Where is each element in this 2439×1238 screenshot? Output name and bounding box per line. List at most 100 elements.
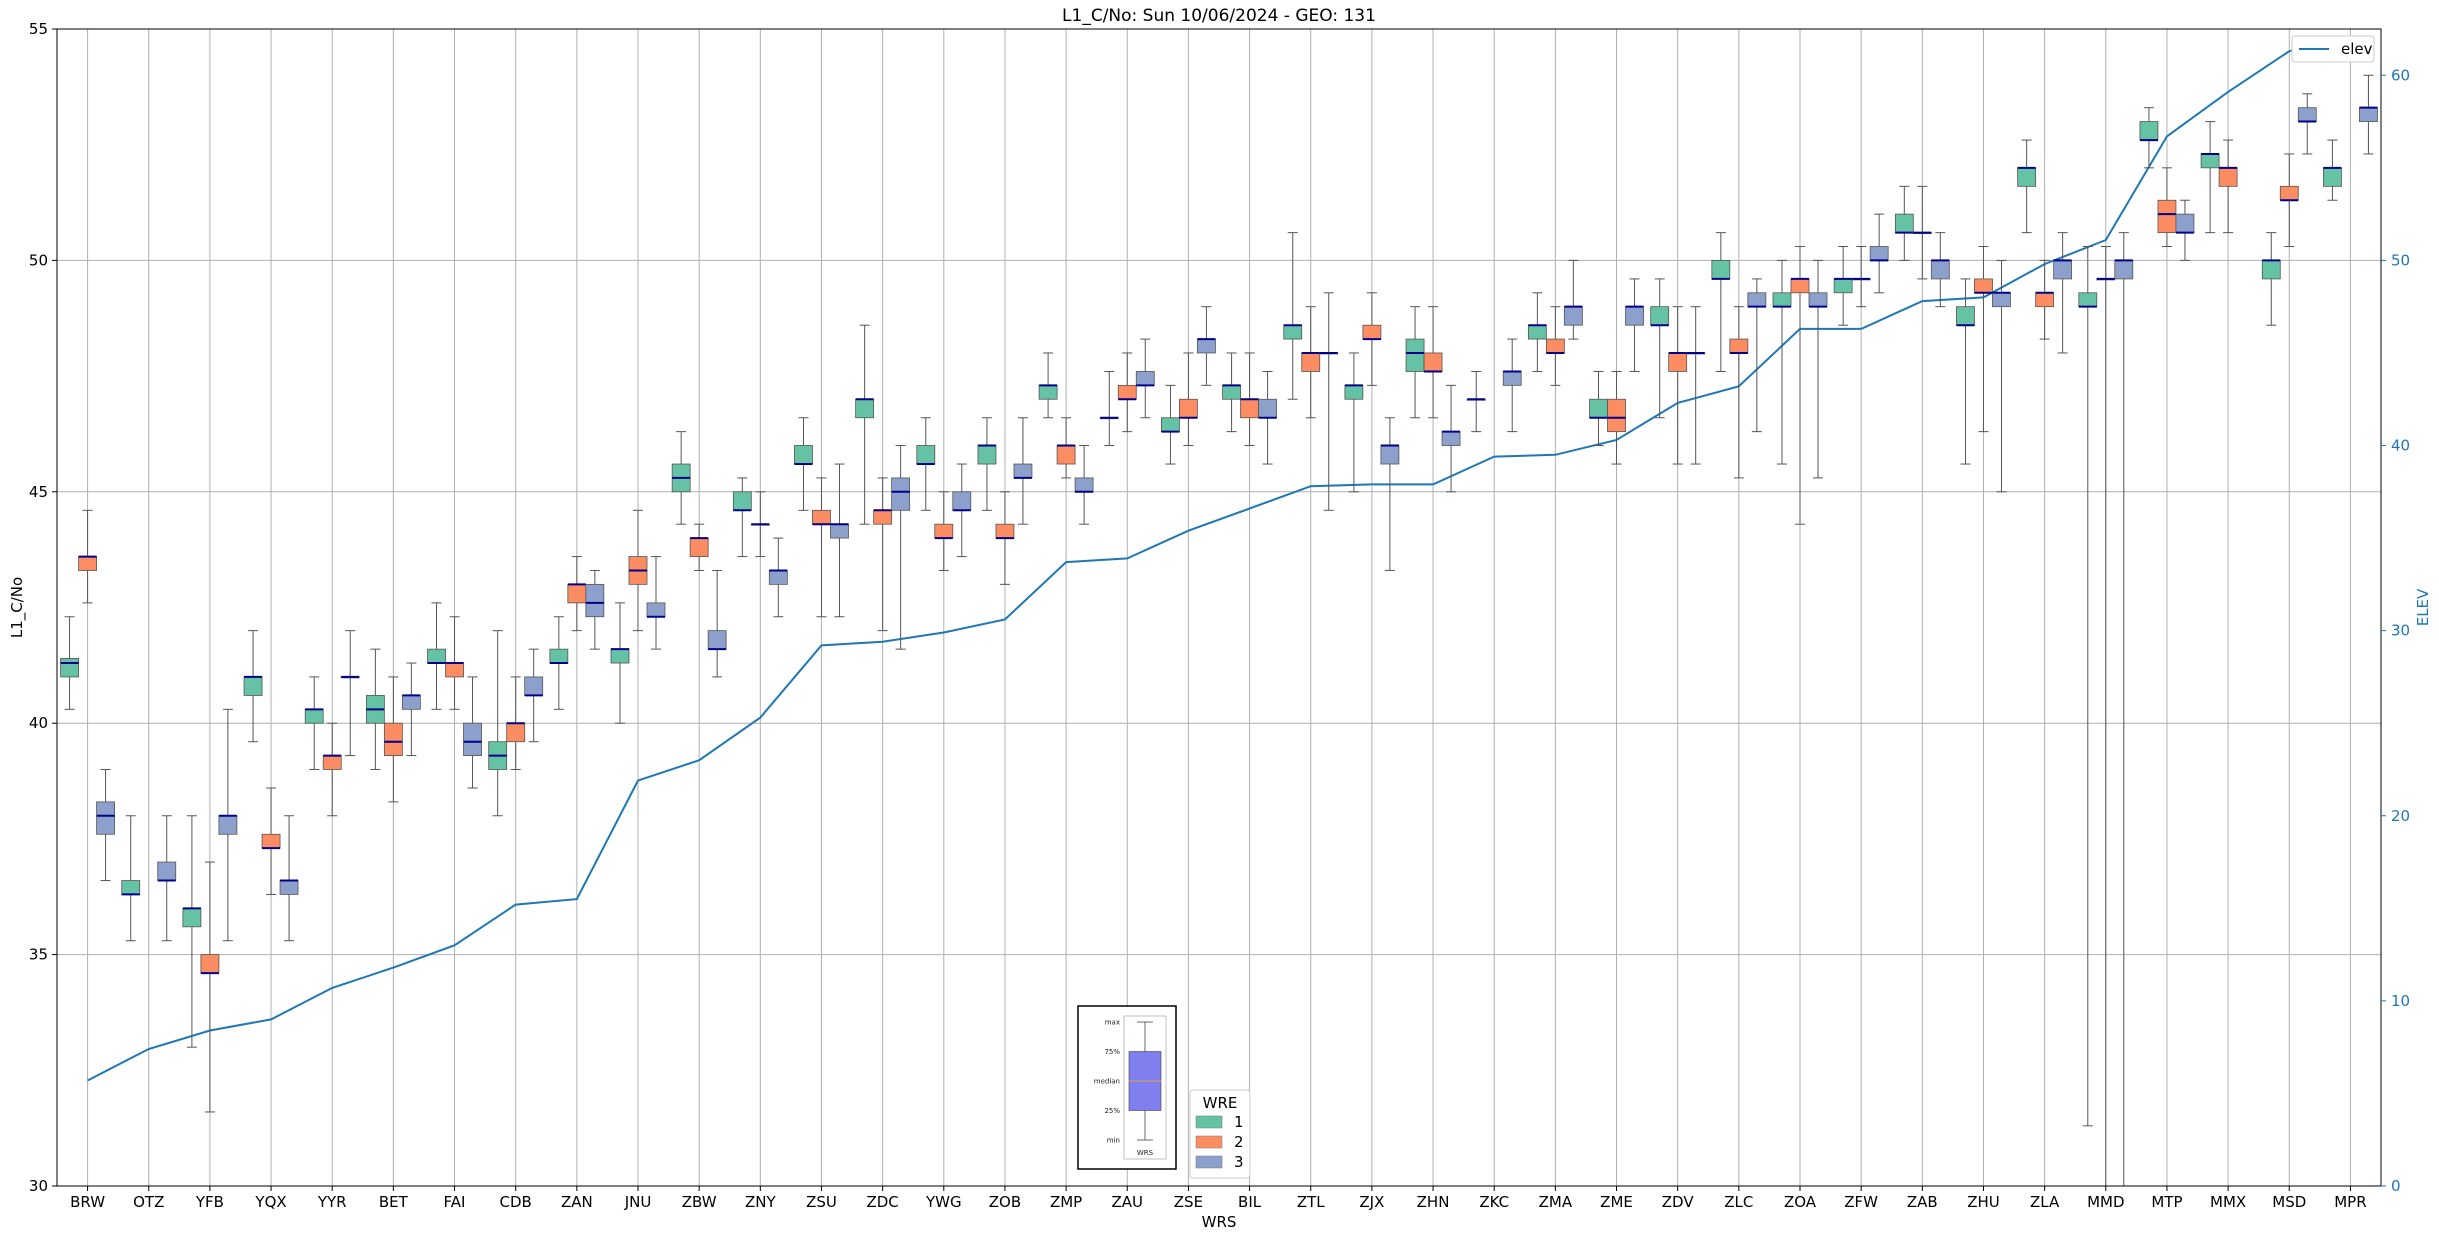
box-ZAU-wre1 <box>1099 370 1119 447</box>
x-tick-label: ZBW <box>682 1193 717 1211</box>
box-ZSU-wre2 <box>812 477 831 618</box>
box-iqr <box>383 722 403 756</box>
box-OTZ-wre3 <box>157 815 177 942</box>
box-iqr <box>2261 259 2281 280</box>
box-MMD-wre1 <box>2078 246 2098 1127</box>
box-ZMP-wre1 <box>1038 352 1058 419</box>
box-CDB-wre2 <box>506 676 526 770</box>
x-tick-label: YWG <box>925 1193 962 1211</box>
box-iqr <box>261 833 281 849</box>
box-iqr <box>995 523 1015 539</box>
box-iqr <box>1650 306 1670 326</box>
box-YQX-wre2 <box>261 787 281 895</box>
box-ZDV-wre3 <box>1686 306 1706 465</box>
y-right-tick-label: 40 <box>2391 437 2410 455</box>
box-ZAU-wre3 <box>1135 338 1155 419</box>
x-tick-label: CDB <box>500 1193 532 1211</box>
box-BIL-wre2 <box>1240 352 1259 447</box>
box-ZME-wre3 <box>1625 278 1644 372</box>
box-ZOB-wre2 <box>995 491 1015 585</box>
x-tick-label: ZDC <box>866 1193 898 1211</box>
elev-legend-label: elev <box>2341 40 2373 58</box>
box-iqr <box>2175 213 2195 234</box>
box-ZSU-wre3 <box>830 463 849 618</box>
box-iqr <box>732 491 752 511</box>
box-ZTL-wre3 <box>1319 292 1339 511</box>
box-ZKC-wre3 <box>1502 338 1522 433</box>
box-iqr <box>1808 292 1828 308</box>
box-iqr <box>916 445 936 465</box>
box-JNU-wre3 <box>646 556 666 650</box>
box-iqr <box>2359 107 2378 122</box>
box-ZTL-wre1 <box>1283 232 1303 400</box>
box-iqr <box>1869 246 1889 261</box>
box-iqr <box>157 861 177 881</box>
box-YQX-wre3 <box>279 815 299 942</box>
box-iqr <box>610 648 630 664</box>
box-ZBW-wre3 <box>707 569 727 678</box>
box-iqr <box>1894 213 1914 234</box>
box-ZNY-wre3 <box>768 537 788 618</box>
x-tick-label: MTP <box>2151 1193 2182 1211</box>
box-ZLA-wre3 <box>2053 232 2073 354</box>
box-iqr <box>2114 259 2134 280</box>
inset-label-q1: 25% <box>1104 1107 1120 1115</box>
box-BRW-wre2 <box>78 509 97 604</box>
box-MSD-wre2 <box>2279 153 2299 248</box>
inset-label-max: max <box>1105 1019 1120 1027</box>
y-tick-label: 50 <box>29 251 48 269</box>
box-iqr <box>812 509 831 525</box>
box-ZAN-wre3 <box>585 569 605 650</box>
box-YWG-wre2 <box>934 491 954 571</box>
box-series <box>60 74 2378 1187</box>
box-ZHU-wre1 <box>1956 278 1975 465</box>
x-tick-label: ZAU <box>1111 1193 1143 1211</box>
x-tick-label: MSD <box>2272 1193 2306 1211</box>
box-JNU-wre1 <box>610 602 630 724</box>
box-iqr <box>427 648 446 664</box>
box-MPR-wre1 <box>2323 139 2342 201</box>
box-ZFW-wre1 <box>1833 246 1853 326</box>
box-iqr <box>1625 306 1644 326</box>
box-CDB-wre1 <box>488 630 508 817</box>
box-iqr <box>1135 371 1155 386</box>
box-ZMA-wre1 <box>1527 292 1547 372</box>
box-MTP-wre3 <box>2175 199 2195 261</box>
box-ZAN-wre1 <box>549 616 569 710</box>
chart-title: L1_C/No: Sun 10/06/2024 - GEO: 131 <box>1062 6 1376 26</box>
box-YFB-wre2 <box>200 861 220 1113</box>
box-ZHU-wre3 <box>1992 259 2011 493</box>
box-iqr <box>934 523 954 539</box>
y-tick-label: 55 <box>29 20 48 38</box>
box-ZBW-wre1 <box>671 431 691 525</box>
box-ZDC-wre2 <box>873 477 893 632</box>
box-FAI-wre1 <box>427 602 446 710</box>
box-iqr <box>182 907 202 928</box>
box-ZKC-wre1 <box>1466 370 1486 433</box>
box-MSD-wre1 <box>2261 232 2281 326</box>
box-ZMA-wre2 <box>1545 306 1565 386</box>
box-iqr <box>1729 338 1749 354</box>
box-iqr <box>1589 398 1608 419</box>
x-tick-label: ZLA <box>2030 1193 2060 1211</box>
box-ZSE-wre2 <box>1179 352 1198 447</box>
y-axis-right-label: ELEV <box>2414 588 2432 626</box>
box-iqr <box>1527 324 1547 340</box>
box-iqr <box>1423 352 1443 372</box>
box-iqr <box>1545 338 1565 354</box>
box-ZHU-wre2 <box>1974 246 1993 433</box>
box-iqr <box>855 398 875 419</box>
box-ZAB-wre1 <box>1894 185 1914 261</box>
box-CDB-wre3 <box>524 648 544 743</box>
box-ZDC-wre1 <box>855 324 875 525</box>
box-ZHN-wre2 <box>1423 306 1443 419</box>
box-iqr <box>891 477 911 511</box>
box-ZFW-wre2 <box>1851 246 1871 308</box>
x-tick-label: ZFW <box>1844 1193 1878 1211</box>
box-ZJX-wre3 <box>1380 417 1400 571</box>
x-axis: BRW OTZ YFB YQX YYR BET FAI CDB ZAN JNU ZBW ZNY ZSU Z… <box>70 1186 2367 1211</box>
wre-legend-swatch-1 <box>1195 1115 1223 1129</box>
box-iqr <box>1502 371 1522 386</box>
y-right-tick-label: 10 <box>2391 992 2410 1010</box>
elev-series <box>87 37 2351 1082</box>
